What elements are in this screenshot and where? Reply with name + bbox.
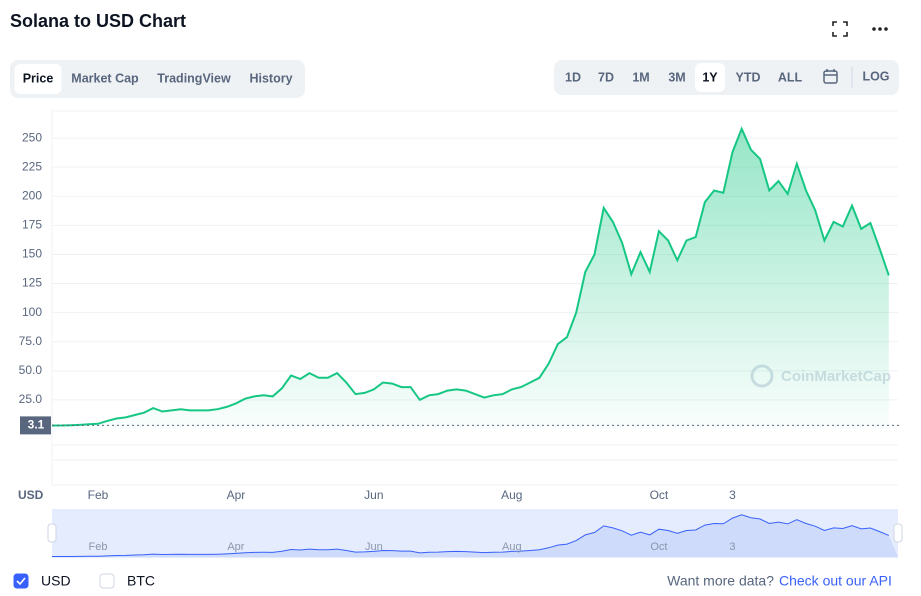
tab[interactable]: Price xyxy=(23,71,54,85)
y-tick-label: 100 xyxy=(22,305,42,319)
active-range-bg xyxy=(695,63,725,92)
x-tick-label: Jun xyxy=(364,488,383,502)
range-group xyxy=(554,60,899,95)
tab-group xyxy=(10,60,305,98)
tab[interactable]: History xyxy=(249,71,292,85)
y-tick-label: 225 xyxy=(22,159,42,173)
y-tick-label: 175 xyxy=(22,218,42,232)
x-tick-label: Oct xyxy=(650,488,669,502)
x-tick-label: Aug xyxy=(501,488,522,502)
x-tick-label: 3 xyxy=(729,488,736,502)
y-tick-label: 125 xyxy=(22,276,42,290)
navigator-tick-label: Apr xyxy=(227,541,244,553)
y-tick-label: 50.0 xyxy=(19,363,43,377)
navigator-handle[interactable] xyxy=(47,523,57,543)
range-button[interactable]: 1D xyxy=(565,70,581,84)
navigator-line xyxy=(52,514,889,557)
navigator-handle[interactable] xyxy=(893,523,903,543)
price-line xyxy=(52,126,890,427)
y-tick-label: 75.0 xyxy=(19,334,43,348)
footer-prompt: Want more data? xyxy=(667,573,774,589)
y-tick-label: 25.0 xyxy=(19,392,43,406)
y-tick-label: 200 xyxy=(22,188,42,202)
legend-label[interactable]: BTC xyxy=(127,573,155,589)
range-button[interactable]: 7D xyxy=(598,70,614,84)
navigator-tick-label: Jun xyxy=(365,541,383,553)
area xyxy=(52,128,889,430)
navigator-tick-label: Aug xyxy=(502,541,522,553)
expand-icon[interactable] xyxy=(832,21,848,37)
tab[interactable]: TradingView xyxy=(157,71,231,85)
navigator-tick-label: Feb xyxy=(88,541,107,553)
x-tick-label: Apr xyxy=(227,488,246,502)
navigator-tick-label: Oct xyxy=(650,541,667,553)
legend-checkbox[interactable] xyxy=(99,573,115,589)
range-button[interactable]: YTD xyxy=(736,70,761,84)
x-tick-label: Feb xyxy=(88,488,109,502)
legend-checkbox[interactable] xyxy=(13,573,29,589)
chart-title: Solana to USD Chart xyxy=(10,11,186,31)
range-button[interactable]: ALL xyxy=(778,70,803,84)
navigator-area xyxy=(52,514,898,557)
more-icon[interactable] xyxy=(872,27,888,31)
footer-link[interactable]: Check out our API xyxy=(779,573,892,589)
navigator-tick-label: 3 xyxy=(729,541,735,553)
range-button[interactable]: 1M xyxy=(632,70,649,84)
range-button[interactable]: 3M xyxy=(668,70,685,84)
legend-label[interactable]: USD xyxy=(41,573,71,589)
y-tick-label: 150 xyxy=(22,247,42,261)
range-button[interactable]: 1Y xyxy=(702,70,718,84)
log-button[interactable]: LOG xyxy=(862,69,889,83)
legend-check xyxy=(16,577,26,586)
price-marker-label: 3.1 xyxy=(28,418,45,432)
y-unit-label: USD xyxy=(18,488,44,502)
y-tick-label: 250 xyxy=(22,130,42,144)
price-marker-box xyxy=(20,416,51,435)
active-tab-bg xyxy=(14,64,62,94)
tab[interactable]: Market Cap xyxy=(71,71,139,85)
calendar-icon[interactable] xyxy=(823,69,838,84)
